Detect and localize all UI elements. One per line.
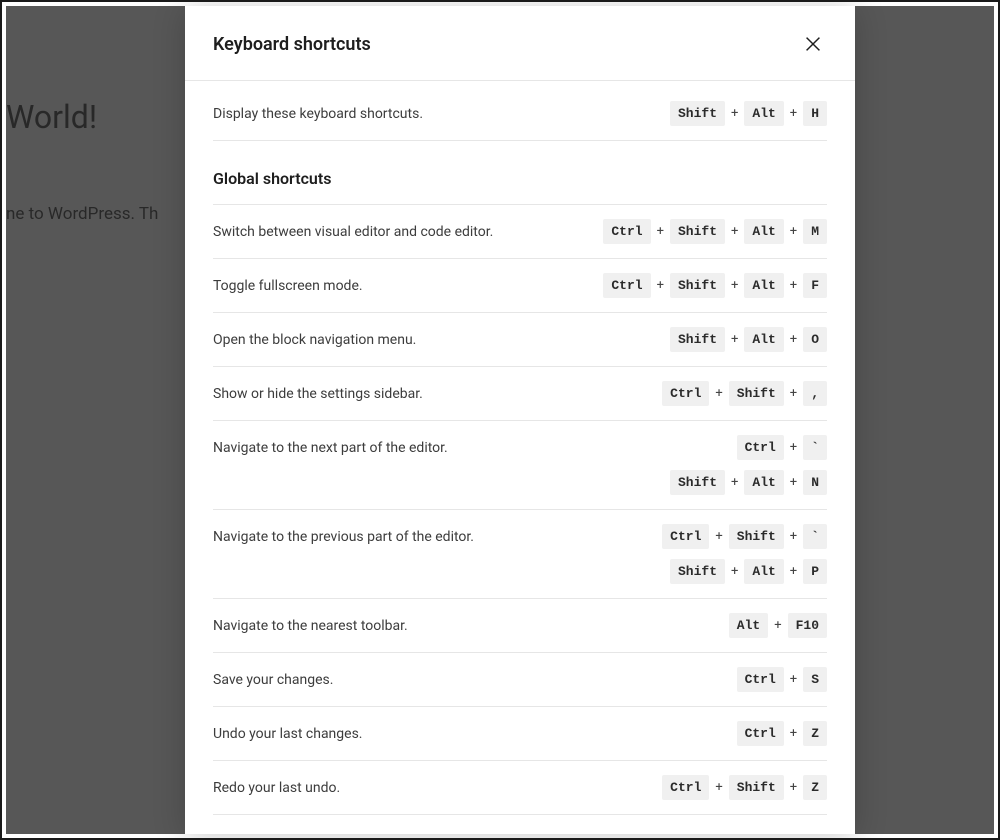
screenshot-border (0, 0, 1000, 840)
